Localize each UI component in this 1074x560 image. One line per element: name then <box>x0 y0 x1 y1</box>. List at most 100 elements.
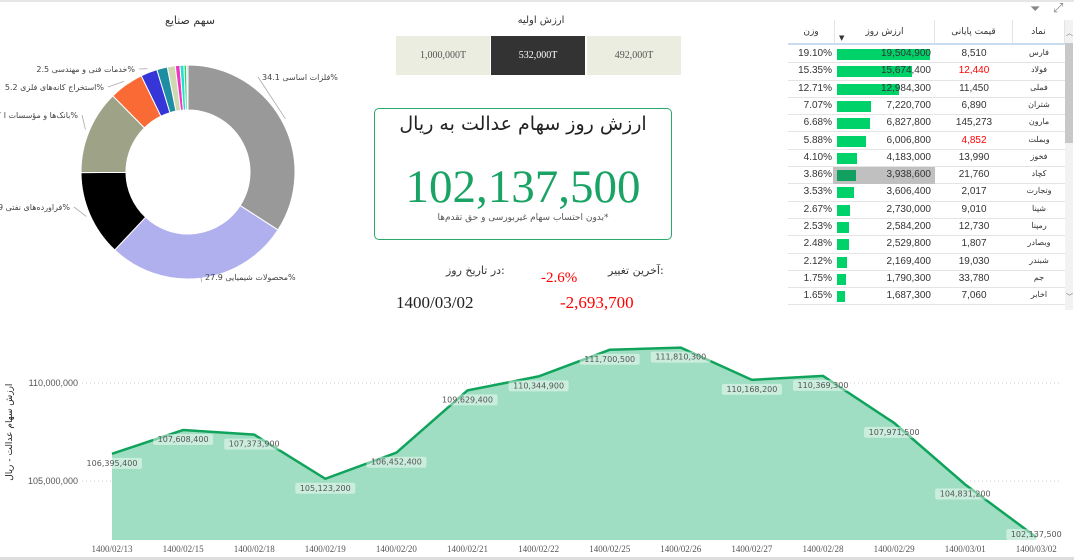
data-label: 110,168,200 <box>726 385 777 394</box>
value-area-chart: 105,000,000 110,000,000 ارزش سهام عدالت - … <box>5 345 1067 554</box>
table-row[interactable]: کچاد 21,760 3,938,600 3.86% <box>788 167 1065 185</box>
data-label: 110,344,900 <box>513 381 564 390</box>
data-point[interactable] <box>393 450 399 456</box>
data-label-bg <box>82 457 142 469</box>
data-label: 111,810,300 <box>655 353 706 362</box>
cell-symbol: شتران <box>1028 99 1050 109</box>
data-point[interactable] <box>607 347 613 353</box>
cell-weight: 2.48% <box>803 238 832 250</box>
x-tick-label: 1400/02/13 <box>91 544 133 554</box>
x-tick-label: 1400/02/21 <box>447 544 488 554</box>
cell-symbol: فملی <box>1030 82 1048 92</box>
donut-title: سهم صنایع <box>164 14 216 27</box>
data-point[interactable] <box>251 432 257 438</box>
table-row[interactable]: فولاد 12,440 15,674,400 15.35% <box>788 63 1065 81</box>
cell-price: 19,030 <box>958 255 990 267</box>
selector-title: ارزش اولیه <box>517 15 565 26</box>
value-bar <box>837 239 850 251</box>
table-row[interactable]: جم 33,780 1,790,300 1.75% <box>788 271 1065 289</box>
table-row[interactable]: فخوز 13,990 4,183,000 4.10% <box>788 150 1065 168</box>
table-row[interactable]: وبملت 4,852 6,006,800 5.88% <box>788 133 1065 150</box>
table-scrollbar[interactable] <box>1065 20 1073 310</box>
cell-symbol: وبملت <box>1028 134 1050 144</box>
data-point[interactable] <box>891 420 897 426</box>
cell-price: 2,017 <box>961 186 987 198</box>
filter-icon[interactable]: ⏷ <box>1030 2 1041 17</box>
x-tick-label: 1400/02/15 <box>163 544 205 554</box>
change-amount: -2,693,700 <box>560 293 634 312</box>
cell-weight: 4.10% <box>803 151 832 163</box>
value-bar <box>837 152 857 164</box>
area-fill <box>112 347 1037 540</box>
cell-weight: 2.53% <box>803 221 832 232</box>
cell-price: 9,010 <box>961 203 987 215</box>
x-tick-label: 1400/02/22 <box>518 544 559 554</box>
header-price[interactable]: قیمت پایانی <box>935 20 1013 45</box>
table-row[interactable]: فارس 8,510 19,504,900 19.10% <box>788 46 1065 64</box>
scrollbar-thumb[interactable] <box>1065 43 1073 143</box>
table-row[interactable]: وبصادر 1,807 2,529,800 2.48% <box>788 236 1065 254</box>
header-symbol[interactable]: نماد <box>1013 20 1065 45</box>
x-tick-label: 1400/02/26 <box>660 544 702 554</box>
donut-leader-line <box>81 114 86 130</box>
data-point[interactable] <box>820 373 826 379</box>
data-label-bg <box>579 353 640 365</box>
data-point[interactable] <box>180 427 186 433</box>
data-point[interactable] <box>962 481 968 487</box>
option-492000[interactable]: 492,000T <box>587 36 681 75</box>
data-label: 107,373,900 <box>229 440 280 449</box>
cell-symbol: شبندر <box>1029 255 1049 265</box>
data-point[interactable] <box>749 377 755 383</box>
table-row[interactable]: مارون 145,273 6,827,800 6.68% <box>788 115 1065 133</box>
card-title: ارزش روز سهام عدالت به ریال <box>399 113 647 135</box>
scroll-down-icon[interactable]: ﹀ <box>1066 293 1073 301</box>
table-row[interactable]: وتجارت 2,017 3,606,400 3.53% <box>788 184 1065 202</box>
data-label-bg <box>295 482 356 494</box>
donut-slice[interactable] <box>186 64 189 111</box>
data-point[interactable] <box>322 476 328 482</box>
cell-symbol: فارس <box>1029 48 1049 57</box>
table-row[interactable]: فملی 11,450 12,984,300 12.71% <box>788 81 1065 98</box>
table-row[interactable]: شتران 6,890 7,220,700 7.07% <box>788 98 1065 116</box>
cell-value: 2,529,800 <box>886 238 932 250</box>
data-point[interactable] <box>109 451 115 457</box>
data-label-bg <box>864 426 925 438</box>
data-point[interactable] <box>678 345 684 351</box>
table-row[interactable]: اخابر 7,060 1,687,300 1.65% <box>788 288 1065 306</box>
table-row[interactable]: شپنا 9,010 2,730,000 2.67% <box>788 202 1065 219</box>
cell-symbol: فولاد <box>1030 65 1048 75</box>
data-label-bg <box>721 383 782 395</box>
donut-slice[interactable] <box>114 204 279 280</box>
donut-label: استخراج کانه‌های فلزی 5.2% <box>5 83 105 92</box>
last-change-label: آخرین تغییر: <box>608 264 664 277</box>
cell-symbol: فخوز <box>1030 151 1048 161</box>
change-date: 1400/03/02 <box>396 293 474 312</box>
data-label: 111,700,500 <box>584 355 635 364</box>
value-bar <box>837 204 851 216</box>
value-bar <box>837 135 866 147</box>
data-point[interactable] <box>536 373 542 379</box>
card-note: *بدون احتساب سهام غیربورسی و حق تقدم‌ها <box>437 213 609 223</box>
cell-weight: 3.86% <box>803 169 832 181</box>
cell-price: 33,780 <box>958 272 990 284</box>
data-label: 105,123,200 <box>300 484 351 493</box>
focus-mode-icon[interactable]: ⤢ <box>1053 1 1064 16</box>
scroll-up-icon[interactable]: ︿ <box>1066 29 1073 37</box>
table-row[interactable]: شبندر 19,030 2,169,400 2.12% <box>788 254 1065 271</box>
cell-weight: 19.10% <box>798 48 832 59</box>
cell-value: 19,504,900 <box>880 48 931 59</box>
x-tick-label: 1400/02/18 <box>234 544 276 554</box>
data-label-bg <box>366 456 427 468</box>
donut-slice[interactable] <box>187 64 296 231</box>
cell-weight: 2.67% <box>803 203 832 215</box>
table-row[interactable]: رمپنا 12,730 2,584,200 2.53% <box>788 219 1065 237</box>
option-1000000[interactable]: 1,000,000T <box>396 36 490 75</box>
header-value[interactable]: ارزش روز ▼ <box>835 20 935 45</box>
cell-value: 6,827,800 <box>886 117 932 129</box>
cell-weight: 7.07% <box>803 99 832 111</box>
cell-price: 4,852 <box>961 134 987 146</box>
data-point[interactable] <box>465 387 471 393</box>
header-weight[interactable]: وزن <box>788 20 835 45</box>
option-532000[interactable]: 532,000T <box>491 36 585 75</box>
industry-donut-chart: فلزات اساسی 34.1% محصولات شیمیایی 27.9% فر… <box>0 64 338 283</box>
